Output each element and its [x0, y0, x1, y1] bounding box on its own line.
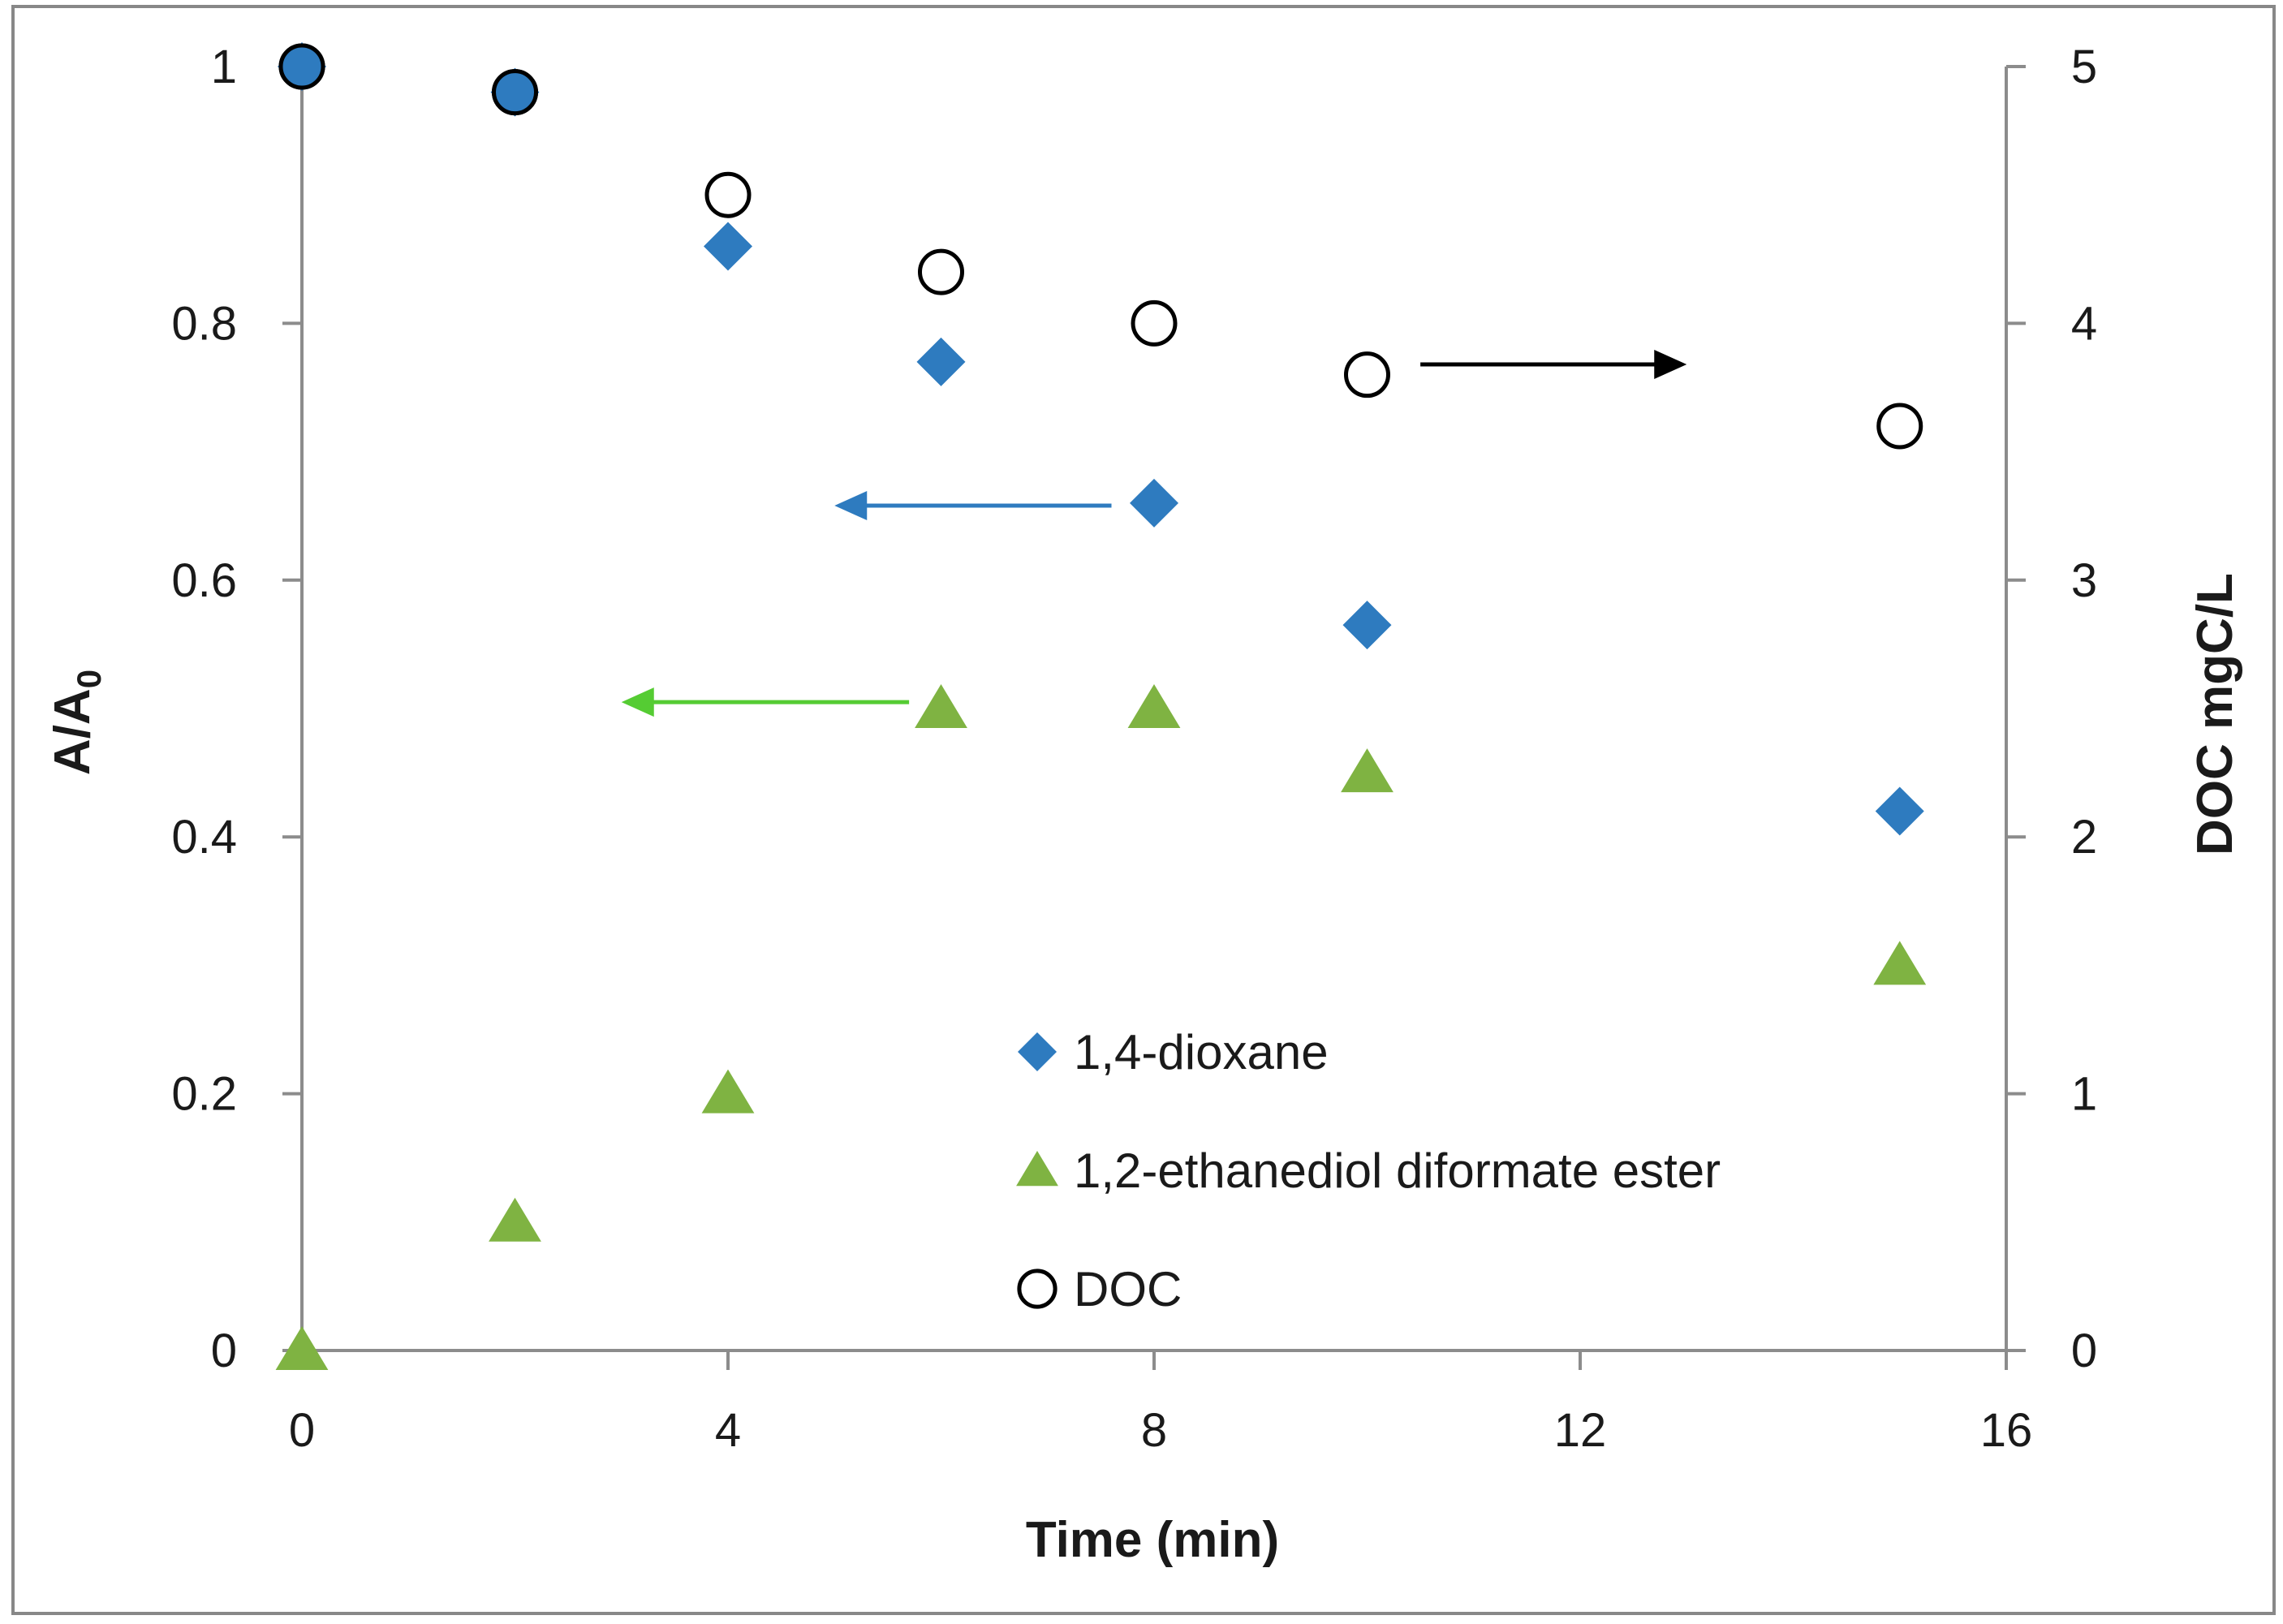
- data-point-doc: [704, 171, 752, 218]
- data-point-1-4-dioxane: [916, 337, 966, 386]
- legend-marker-1-4-dioxane: [1018, 1032, 1057, 1071]
- y-tick-label: 0: [211, 1325, 237, 1377]
- x-tick-label: 16: [1980, 1404, 2033, 1457]
- legend-label-1-4-dioxane: 1,4-dioxane: [1074, 1025, 1329, 1079]
- annotation-arrow-head: [834, 491, 868, 521]
- y2-tick-label: 3: [2071, 554, 2097, 607]
- data-point-1-2-ethanediol-diformate-ester: [1127, 684, 1181, 728]
- annotations: [621, 350, 1687, 717]
- legend-marker-1-2-ethanediol-diformate-ester: [1016, 1151, 1058, 1187]
- y2-tick-label: 4: [2071, 297, 2097, 350]
- data-point-1-2-ethanediol-diformate-ester: [1873, 941, 1927, 985]
- data-point-1-4-dioxane: [1875, 786, 1924, 836]
- data-point-1-4-dioxane: [704, 222, 752, 271]
- x-tick-label: 12: [1554, 1404, 1607, 1457]
- y-tick-label: 0.6: [171, 554, 237, 607]
- y-tick-label: 0.8: [171, 297, 237, 350]
- y-axis-title: A/A0: [45, 670, 108, 775]
- data-point-doc: [1344, 351, 1390, 398]
- data-point-1-4-dioxane: [1342, 601, 1392, 650]
- data-point-1-2-ethanediol-diformate-ester: [915, 684, 967, 728]
- legend-label-1-2-ethanediol-diformate-ester: 1,2-ethanediol diformate ester: [1074, 1144, 1721, 1198]
- annotation-arrow-head: [1654, 350, 1687, 380]
- data-point-doc: [918, 248, 964, 295]
- annotation-arrow-head: [621, 687, 654, 717]
- x-tick-label: 8: [1141, 1404, 1167, 1457]
- y-tick-label: 1: [211, 41, 237, 93]
- y-tick-label: 0.2: [171, 1068, 237, 1121]
- y-axis-title-main: A/A: [45, 688, 101, 775]
- data-point-doc: [1131, 299, 1178, 347]
- y-tick-label: 0.4: [171, 811, 237, 864]
- data-point-overlap: [492, 69, 538, 116]
- x-tick-label: 4: [715, 1404, 741, 1457]
- y2-tick-label: 2: [2071, 811, 2097, 864]
- data-point-1-2-ethanediol-diformate-ester: [1341, 748, 1393, 793]
- y2-tick-label: 0: [2071, 1325, 2097, 1377]
- x-axis-title: Time (min): [1026, 1512, 1279, 1568]
- data-point-1-2-ethanediol-diformate-ester: [489, 1197, 541, 1242]
- y2-axis-title: DOC mgC/L: [2187, 573, 2243, 855]
- y2-tick-label: 5: [2071, 41, 2097, 93]
- y2-tick-label: 1: [2071, 1068, 2097, 1121]
- y-axis-title-subscript: 0: [70, 670, 108, 688]
- data-marks: [275, 42, 1927, 1370]
- x-tick-label: 0: [289, 1404, 315, 1457]
- data-point-1-2-ethanediol-diformate-ester: [275, 1326, 329, 1370]
- data-point-overlap: [278, 43, 325, 90]
- chart-frame: [11, 5, 2276, 1615]
- legend-marker-doc: [1017, 1269, 1058, 1309]
- data-point-doc: [1876, 403, 1923, 450]
- legend-label-doc: DOC: [1074, 1262, 1182, 1316]
- legend: 1,4-dioxane 1,2-ethanediol diformate este…: [1016, 1025, 1721, 1316]
- data-point-1-2-ethanediol-diformate-ester: [701, 1069, 755, 1114]
- data-point-1-4-dioxane: [1130, 478, 1178, 528]
